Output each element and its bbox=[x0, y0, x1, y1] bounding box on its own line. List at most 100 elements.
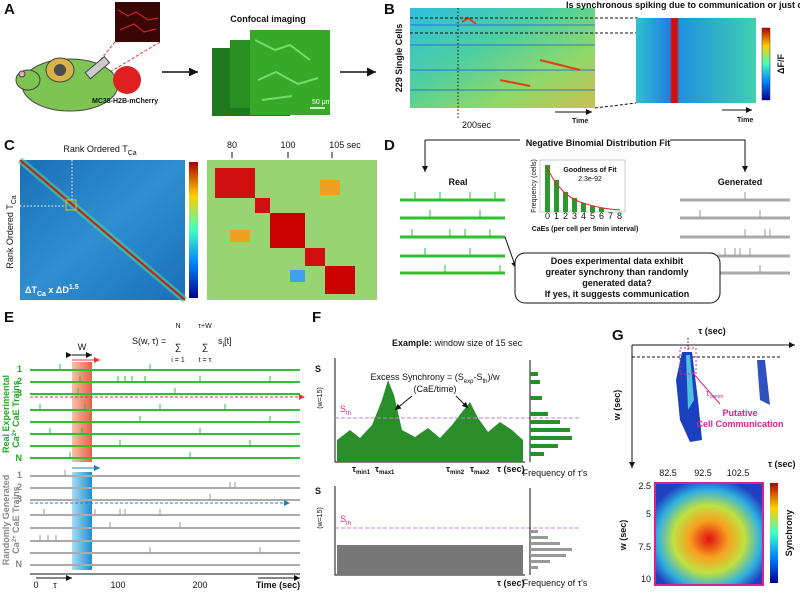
text-part: th bbox=[482, 379, 487, 385]
cell-line: MC38-H2B-mCherry bbox=[92, 98, 158, 105]
decoration bbox=[65, 199, 77, 211]
example: Example: window size of 15 sec bbox=[392, 338, 523, 348]
decoration bbox=[337, 545, 523, 575]
decoration bbox=[545, 165, 550, 212]
x-label: Time (sec) bbox=[256, 580, 300, 590]
decoration bbox=[545, 165, 621, 211]
formula: ∑ bbox=[202, 342, 208, 352]
text-part: comm bbox=[710, 394, 724, 400]
text-part: [t] bbox=[224, 336, 232, 346]
text-part: th bbox=[346, 411, 351, 417]
text-part: S bbox=[340, 404, 346, 414]
text-part: Example: bbox=[392, 338, 432, 348]
tau-label: τmin2 bbox=[446, 464, 465, 476]
tick-label: 7 bbox=[608, 211, 613, 221]
tick-label: 82.5 bbox=[659, 468, 677, 478]
decoration bbox=[654, 482, 764, 586]
decoration bbox=[530, 436, 572, 440]
excess-label: (CaE/time) bbox=[413, 384, 456, 394]
decoration bbox=[563, 192, 568, 212]
decoration bbox=[530, 554, 566, 557]
hist-label: Frequency of τ's bbox=[523, 578, 588, 588]
time-mark: 200sec bbox=[462, 120, 492, 130]
decoration bbox=[290, 270, 305, 282]
decoration bbox=[72, 362, 92, 462]
text-part: Rank Ordered T bbox=[63, 144, 128, 154]
text-part: Ca bbox=[128, 150, 137, 157]
decoration bbox=[39, 470, 261, 553]
formula: t = τ bbox=[199, 357, 212, 364]
text-part: CaE Trains bbox=[11, 380, 21, 429]
decoration bbox=[504, 236, 517, 269]
decoration bbox=[599, 208, 604, 212]
text-part: τ bbox=[352, 464, 356, 474]
y-label: w (sec) bbox=[618, 520, 628, 552]
colorbar-label: Synchrony bbox=[784, 510, 794, 557]
decoration bbox=[39, 364, 271, 458]
text-part: max2 bbox=[474, 470, 490, 476]
decoration bbox=[545, 165, 604, 212]
decoration bbox=[18, 70, 26, 78]
tick-label: 3 bbox=[572, 211, 577, 221]
text-part: 2+ bbox=[12, 535, 18, 542]
decoration bbox=[530, 380, 540, 384]
panel-label: D bbox=[384, 137, 395, 154]
tau-label: τmax1 bbox=[375, 464, 395, 476]
text-part: Rank Ordered T bbox=[5, 204, 15, 269]
tick-label: 100 bbox=[110, 580, 125, 590]
decoration bbox=[761, 27, 771, 101]
tick-label: 80 bbox=[227, 140, 237, 150]
decoration bbox=[410, 24, 595, 91]
excess-label: Excess Synchrony = (Sexp-Sth)/w bbox=[371, 372, 500, 385]
tick-label: 8 bbox=[617, 211, 622, 221]
text-part: x ΔD bbox=[46, 285, 69, 295]
row-label: N bbox=[16, 559, 23, 569]
decoration bbox=[530, 548, 572, 551]
text-part: Ca bbox=[37, 291, 46, 298]
tick-label: 0 bbox=[545, 211, 550, 221]
x-label: τ (sec) bbox=[698, 326, 726, 336]
text-part: min1 bbox=[356, 470, 371, 476]
formula: N bbox=[175, 323, 180, 330]
generated-label: Generated bbox=[718, 177, 763, 187]
y-label: 229 Single Cells bbox=[394, 24, 404, 93]
annotation: Cell Communication bbox=[696, 419, 783, 429]
question-line: generated data? bbox=[582, 278, 652, 288]
threshold: Sth bbox=[340, 404, 351, 417]
decoration bbox=[117, 9, 159, 33]
real-label: Real bbox=[448, 177, 467, 187]
decoration bbox=[679, 347, 697, 375]
formula: i = 1 bbox=[171, 357, 185, 364]
text-part: window size of 15 sec bbox=[432, 338, 523, 348]
text-part: S(w, τ) = bbox=[132, 336, 166, 346]
tick-label: 100 bbox=[280, 140, 295, 150]
text-part: τ bbox=[470, 464, 474, 474]
decoration bbox=[530, 372, 538, 376]
y-label: S bbox=[315, 364, 321, 374]
decoration bbox=[254, 39, 319, 101]
tau-comm: τcomm bbox=[706, 388, 723, 400]
decoration bbox=[514, 252, 721, 304]
panel-label: C bbox=[4, 137, 15, 154]
text-part: τ bbox=[706, 388, 710, 398]
decoration bbox=[411, 192, 501, 273]
decoration bbox=[305, 248, 325, 266]
tau-label: τmin1 bbox=[352, 464, 371, 476]
text-part: -S bbox=[473, 372, 482, 382]
question-line: Does experimental data exhibit bbox=[551, 256, 684, 266]
x-label: Time bbox=[737, 117, 753, 124]
text-part: s bbox=[218, 336, 223, 346]
row-label: 2 bbox=[17, 376, 22, 386]
decoration bbox=[530, 452, 544, 456]
decoration bbox=[554, 180, 559, 212]
decoration bbox=[30, 475, 300, 566]
tick-label: 1 bbox=[554, 211, 559, 221]
decoration bbox=[270, 213, 305, 248]
decoration bbox=[530, 536, 548, 539]
row-label: 1 bbox=[17, 470, 22, 480]
title: Confocal imaging bbox=[230, 14, 306, 24]
tick-label: 5 bbox=[590, 211, 595, 221]
tick-label: 2 bbox=[563, 211, 568, 221]
panel-label: E bbox=[4, 309, 14, 326]
